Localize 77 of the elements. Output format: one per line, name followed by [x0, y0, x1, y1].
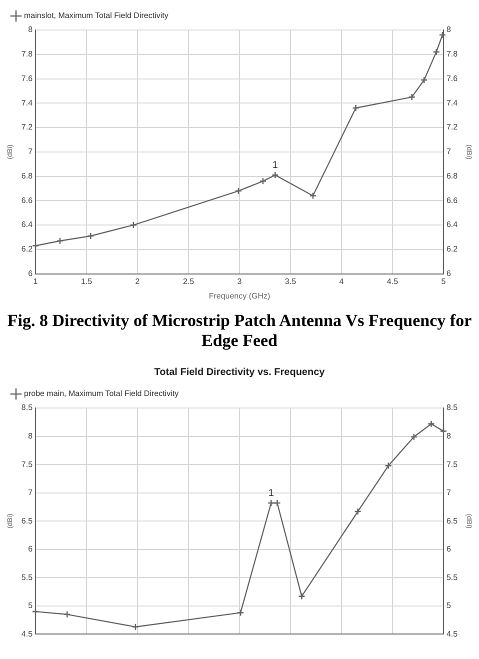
y2-tick-label: 6.6 — [446, 196, 458, 205]
point — [267, 499, 275, 506]
point — [354, 508, 362, 515]
y2-tick-label: 6.8 — [446, 171, 458, 180]
annotation: 1 — [268, 488, 274, 499]
x-tick-label: 4.5 — [386, 276, 399, 286]
y2-tick-label: 7.2 — [446, 122, 458, 132]
point — [309, 192, 317, 200]
x-tick-label: 5 — [441, 276, 446, 286]
point — [298, 592, 306, 600]
y2-tick-label: 5 — [446, 600, 452, 610]
point — [132, 622, 140, 630]
y-tick-label: 7 — [28, 488, 34, 497]
y-tick-label: 6 — [28, 544, 34, 554]
y-tick-label: 4.5 — [21, 629, 34, 638]
point — [428, 420, 435, 428]
y-tick-label: 7.8 — [21, 50, 34, 59]
point — [432, 48, 440, 56]
y-tick-label: 6.5 — [21, 516, 34, 526]
caption: Fig. 8 Directivity of Microstrip Patch Antenna Vs Frequency for Edge Feed — [6, 310, 473, 352]
y2-tick-label: 7.8 — [446, 50, 458, 59]
y2-tick-label: 5.5 — [446, 572, 458, 582]
legend-label: mainslot, Maximum Total Field Directivity — [24, 11, 168, 20]
y2-tick-label: 6 — [446, 269, 452, 278]
y-tick-label: 6.2 — [21, 244, 34, 254]
y-tick-label: 5.5 — [21, 572, 34, 582]
y-tick-label: 7.5 — [21, 460, 34, 469]
point — [274, 499, 281, 506]
y2-tick-label: 7.5 — [446, 460, 458, 469]
y2-tick-label: 8 — [446, 431, 452, 440]
y2-tick-label: 7.6 — [446, 74, 458, 83]
y2-tick-label: 6.4 — [446, 220, 458, 230]
y-tick-label: 6 — [28, 269, 34, 278]
annotation: 1 — [272, 160, 278, 171]
y-tick-label: 6.6 — [21, 196, 34, 205]
y-tick-label: 6.4 — [21, 220, 34, 230]
y2-tick-label: 7 — [446, 488, 452, 497]
x-axis-title: Frequency (GHz) — [208, 291, 271, 300]
point — [259, 178, 267, 185]
point — [56, 237, 64, 245]
x-tick-label: 3.5 — [284, 276, 297, 286]
x-tick-label: 4 — [339, 276, 344, 286]
point — [410, 432, 418, 440]
y2-tick-label: 7 — [446, 147, 452, 156]
y2-tick-label: 8 — [446, 25, 452, 34]
y2-tick-label: 6.2 — [446, 244, 458, 254]
point — [420, 76, 428, 84]
point — [384, 462, 392, 470]
chart-title: Total Field Directivity vs. Frequency — [154, 366, 326, 378]
y-tick-label: 7.6 — [21, 74, 34, 83]
point — [236, 608, 244, 616]
x-tick-label: 2.5 — [182, 276, 195, 286]
y2-tick-label: 8.5 — [446, 402, 458, 412]
x-tick-label: 1.5 — [80, 276, 93, 286]
x-tick-label: 3 — [237, 276, 242, 286]
y2-tick-label: 4.5 — [446, 629, 458, 638]
y-tick-label: 8.5 — [21, 402, 34, 412]
y2-tick-label: 6.5 — [446, 516, 458, 526]
point — [234, 187, 242, 195]
legend-label: probe main, Maximum Total Field Directivity — [24, 388, 179, 398]
point — [352, 104, 360, 112]
point — [130, 221, 138, 229]
point — [272, 171, 279, 179]
y-tick-label: 8 — [28, 25, 34, 34]
y-tick-label: 5 — [28, 600, 34, 610]
point — [63, 610, 71, 618]
x-tick-label: 1 — [33, 276, 38, 286]
y2-tick-label: 6 — [446, 544, 452, 554]
point — [408, 93, 416, 101]
y-tick-label: 8 — [28, 431, 34, 440]
y-tick-label: 7.2 — [21, 122, 34, 132]
y-tick-label: 6.8 — [21, 171, 34, 180]
point — [86, 232, 94, 240]
y-tick-label: 7 — [28, 147, 34, 156]
y2-tick-label: 7.4 — [446, 98, 458, 108]
x-tick-label: 2 — [135, 276, 140, 286]
y-tick-label: 7.4 — [21, 98, 34, 108]
